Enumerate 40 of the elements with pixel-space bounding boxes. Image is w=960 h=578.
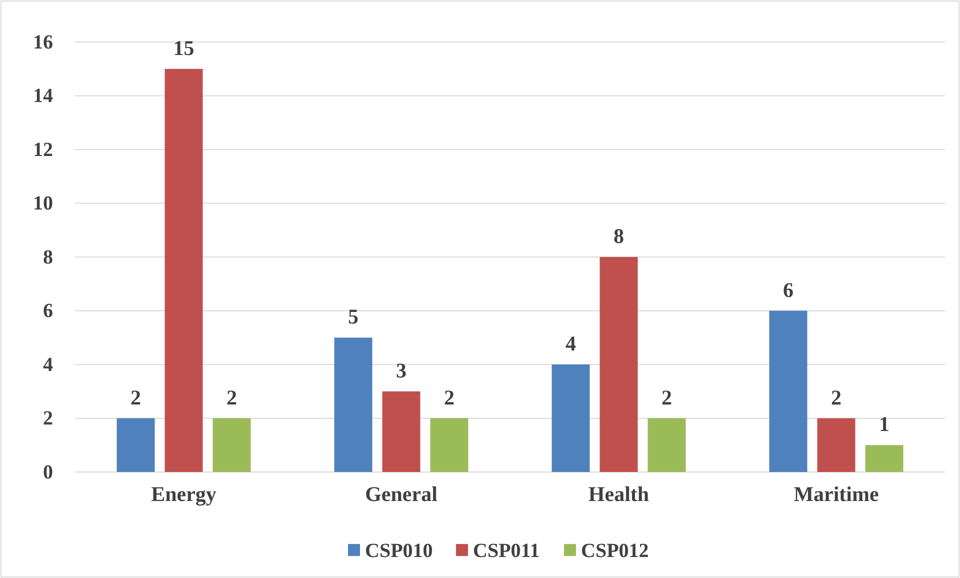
bar (600, 257, 638, 472)
bar (817, 418, 856, 472)
x-tick-label: Maritime (794, 482, 879, 506)
data-label: 2 (226, 385, 237, 410)
y-tick-label: 2 (43, 408, 53, 430)
bar (648, 418, 686, 472)
data-label: 2 (831, 385, 842, 410)
data-label: 2 (662, 385, 672, 410)
y-tick-label: 6 (43, 300, 53, 322)
y-tick-label: 12 (33, 138, 53, 161)
x-tick-label: General (365, 482, 438, 506)
bar (552, 364, 590, 472)
bar (164, 68, 203, 472)
bar (116, 418, 155, 472)
y-tick-label: 8 (43, 246, 53, 268)
y-tick-label: 14 (33, 85, 53, 108)
bar (865, 445, 904, 472)
data-label: 8 (614, 224, 624, 248)
data-label: 5 (348, 304, 358, 329)
x-tick-label: Health (588, 482, 650, 506)
bar (212, 418, 251, 472)
y-tick-label: 10 (33, 192, 53, 215)
legend-label: CSP011 (473, 540, 540, 562)
data-label: 15 (173, 36, 194, 60)
data-label: 2 (444, 385, 454, 410)
legend-label: CSP010 (365, 540, 433, 562)
data-label: 1 (879, 412, 890, 436)
data-label: 6 (783, 278, 794, 302)
bar (334, 338, 372, 472)
bar (382, 391, 420, 472)
data-label: 3 (396, 358, 406, 382)
bar (769, 310, 808, 472)
legend-label: CSP012 (581, 540, 649, 562)
data-label: 2 (130, 385, 141, 410)
data-label: 4 (566, 332, 576, 356)
y-tick-label: 16 (33, 31, 53, 54)
y-tick-label: 4 (43, 354, 53, 376)
bar (430, 418, 468, 472)
x-tick-label: Energy (151, 482, 217, 506)
y-tick-label: 0 (43, 461, 53, 484)
